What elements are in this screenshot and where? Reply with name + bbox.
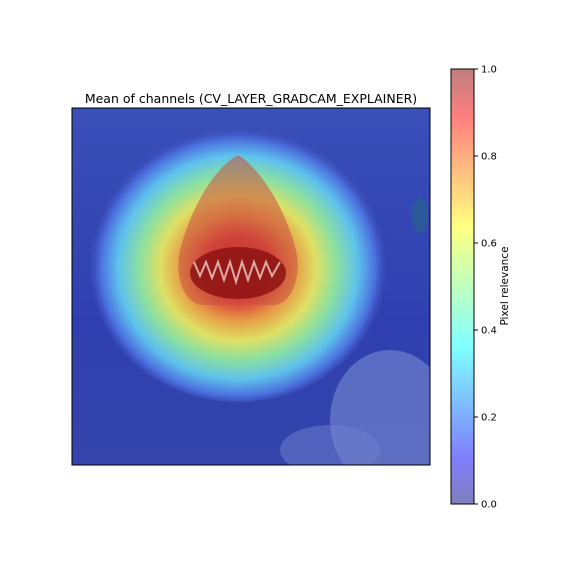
shark-teeth (193, 258, 281, 286)
colorbar-tick-label: 0.6 (481, 239, 497, 250)
water-splash (330, 350, 430, 465)
colorbar-gradient (451, 69, 474, 504)
colorbar-tick-label: 1.0 (481, 65, 497, 76)
foam-spot (412, 197, 428, 233)
colorbar: 0.0 0.2 0.4 0.6 0.8 1.0 Pixel relevance (450, 65, 511, 511)
colorbar-tick-label: 0.2 (481, 413, 497, 424)
colorbar-tick-label: 0.0 (481, 500, 497, 511)
colorbar-frame (450, 68, 475, 505)
water-splash (280, 425, 380, 465)
colorbar-tick-label: 0.4 (481, 326, 497, 337)
image-axes (72, 108, 430, 465)
colorbar-ticks: 0.0 0.2 0.4 0.6 0.8 1.0 (474, 65, 497, 511)
colorbar-tick-label: 0.8 (481, 152, 497, 163)
chart-title: Mean of channels (CV_LAYER_GRADCAM_EXPLA… (85, 91, 417, 106)
colorbar-label: Pixel relevance (499, 246, 511, 325)
axes-frame (71, 107, 431, 466)
